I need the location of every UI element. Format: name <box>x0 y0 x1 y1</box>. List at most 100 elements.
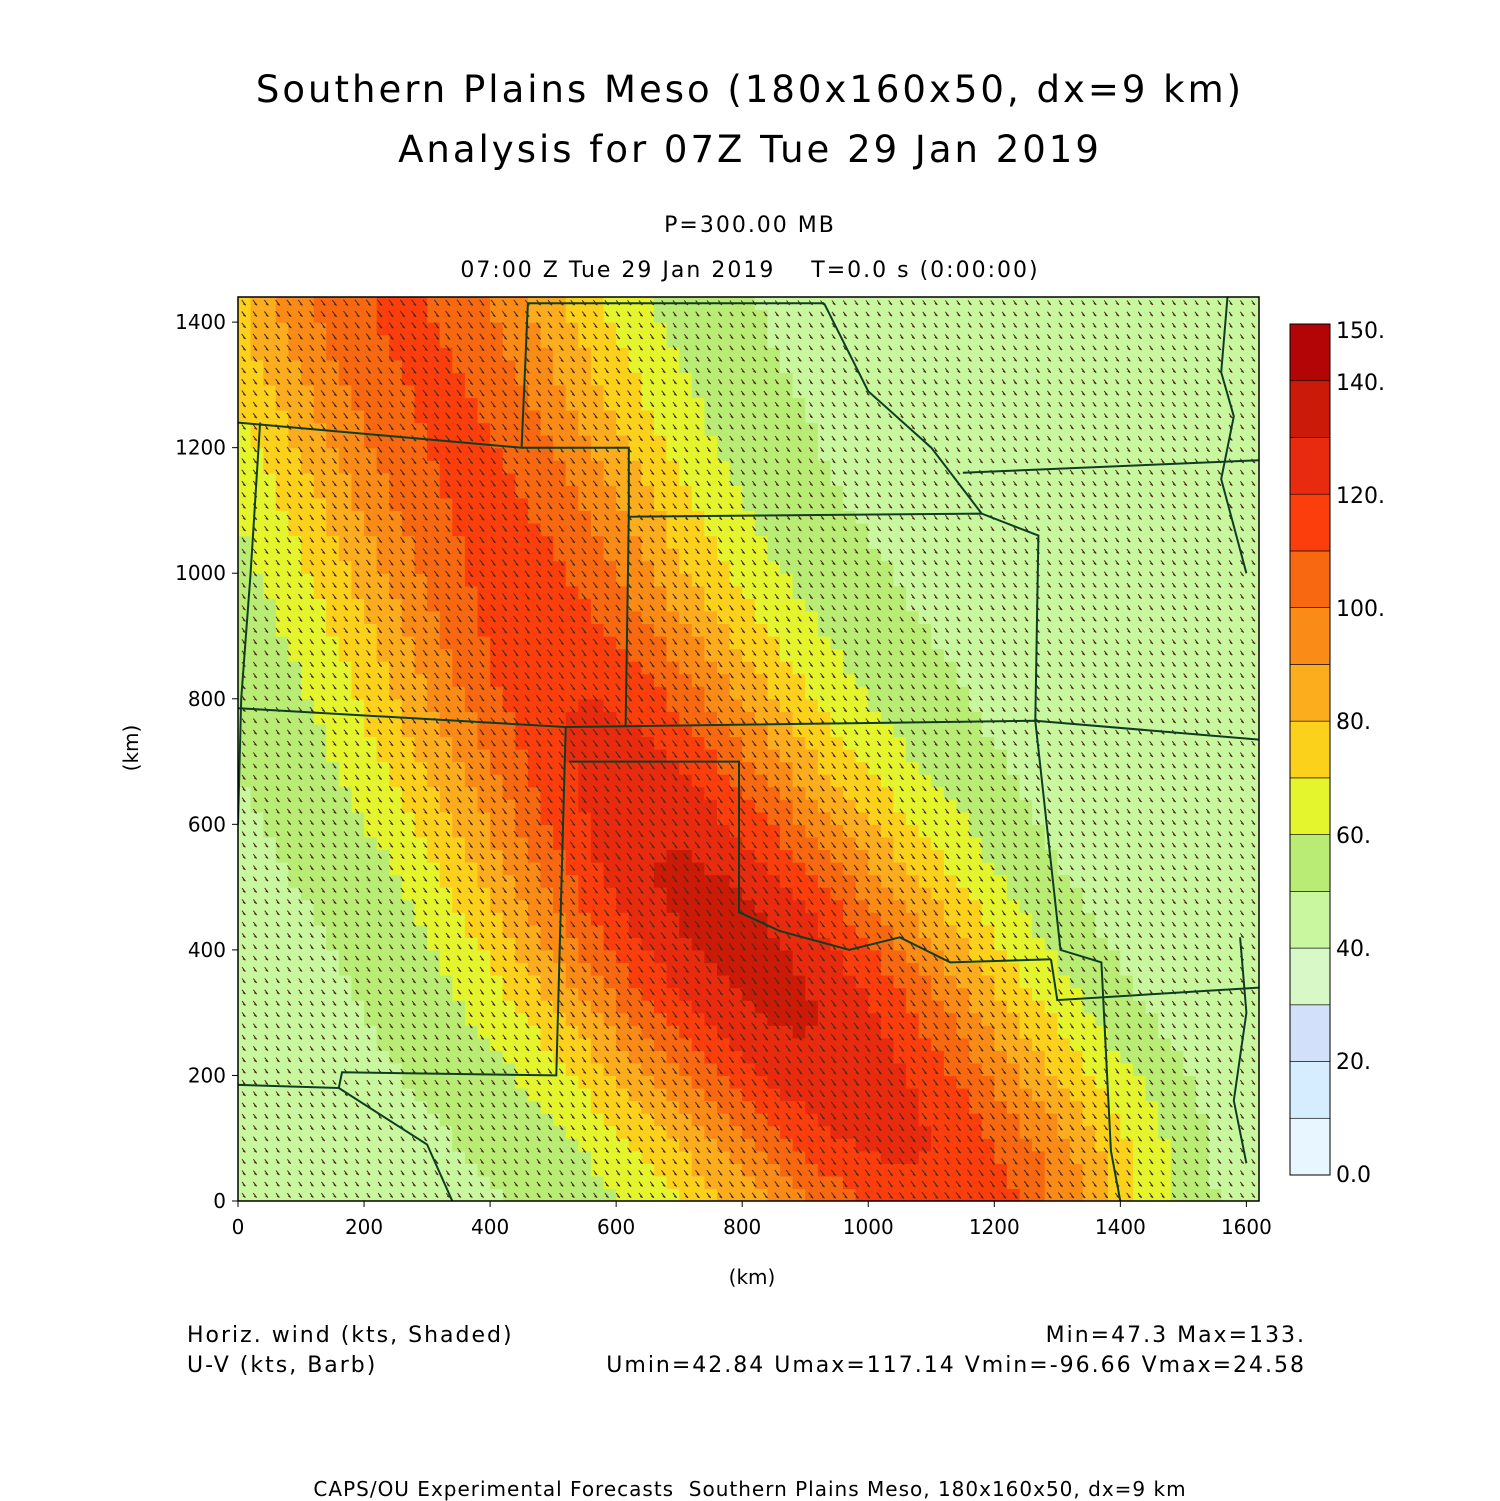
wind-barb <box>502 1023 507 1029</box>
wind-barb <box>298 763 303 769</box>
wind-barb <box>423 1113 428 1119</box>
wind-barb <box>377 1192 382 1198</box>
wind-barb <box>275 559 280 566</box>
wind-barb <box>286 672 292 679</box>
wind-barb <box>331 322 337 329</box>
wind-barb <box>468 1023 473 1029</box>
wind-barb <box>366 559 371 566</box>
wind-barb <box>252 887 258 893</box>
wind-barb <box>570 1056 575 1063</box>
wind-barb <box>581 311 587 317</box>
wind-barb <box>400 831 405 837</box>
wind-barb <box>264 808 269 814</box>
wind-barb <box>434 978 439 984</box>
wind-barb <box>525 1011 530 1018</box>
wind-barb <box>332 819 337 826</box>
wind-barb <box>547 773 553 781</box>
wind-barb <box>365 322 372 329</box>
wind-barb <box>490 389 496 397</box>
wind-barb <box>513 536 519 544</box>
wind-barb <box>320 457 326 464</box>
wind-barb <box>490 751 496 758</box>
wind-barb <box>354 344 360 352</box>
wind-barb <box>298 955 303 961</box>
wind-barb <box>264 774 269 780</box>
wind-barb <box>593 1113 598 1120</box>
wind-barb <box>411 299 417 306</box>
wind-barb <box>491 989 496 995</box>
wind-barb <box>445 774 451 781</box>
wind-barb <box>343 310 349 318</box>
wind-barb <box>354 593 360 600</box>
wind-barb <box>389 1057 394 1063</box>
wind-barb <box>354 514 360 521</box>
wind-barb <box>343 887 348 893</box>
wind-barb <box>411 978 416 984</box>
wind-barb <box>355 1158 360 1165</box>
wind-barb <box>502 796 508 804</box>
wind-barb <box>502 921 507 928</box>
wind-barb <box>445 491 451 499</box>
wind-barb <box>581 559 587 566</box>
wind-barb <box>309 559 315 566</box>
wind-barb <box>320 491 326 498</box>
wind-barb <box>264 1045 269 1052</box>
wind-barb <box>343 593 349 600</box>
wind-barb <box>264 571 269 577</box>
wind-barb <box>570 491 576 498</box>
wind-barb <box>286 684 292 690</box>
wind-barb <box>343 638 349 645</box>
wind-barb <box>309 1147 314 1153</box>
wind-barb <box>309 650 314 656</box>
wind-barb <box>264 1091 269 1097</box>
wind-barb <box>286 763 292 769</box>
wind-barb <box>366 514 371 521</box>
wind-barb <box>467 615 474 623</box>
wind-barb <box>275 1102 280 1108</box>
wind-barb <box>400 740 405 747</box>
wind-barb <box>422 491 428 499</box>
wind-barb <box>400 1057 405 1063</box>
wind-barb <box>581 1181 587 1187</box>
wind-barb <box>592 570 598 578</box>
wind-barb <box>457 1045 462 1052</box>
wind-barb <box>275 299 281 306</box>
wind-barb <box>411 423 417 431</box>
wind-barb <box>581 525 587 532</box>
wind-barb <box>343 537 349 543</box>
wind-barb <box>467 389 474 397</box>
wind-barb <box>524 932 530 939</box>
wind-barb <box>332 921 337 927</box>
wind-barb <box>569 751 576 759</box>
wind-barb <box>366 921 371 927</box>
wind-barb <box>400 616 405 623</box>
wind-barb <box>501 514 508 521</box>
wind-barb <box>501 536 508 544</box>
wind-barb <box>422 355 428 363</box>
wind-barb <box>343 582 349 589</box>
wind-barb <box>603 819 610 826</box>
wind-barb <box>321 1113 326 1119</box>
wind-barb <box>615 1158 621 1165</box>
wind-barb <box>331 310 337 318</box>
wind-barb <box>479 446 485 453</box>
wind-barb <box>467 604 474 612</box>
wind-barb <box>524 898 530 905</box>
wind-barb <box>366 718 371 724</box>
wind-barb <box>343 469 349 476</box>
wind-barb <box>524 762 530 770</box>
wind-barb <box>264 932 269 939</box>
wind-barb <box>309 1170 314 1176</box>
wind-barb <box>400 774 405 781</box>
wind-barb <box>456 570 462 578</box>
wind-barb <box>275 865 280 871</box>
wind-barb <box>490 694 496 702</box>
wind-barb <box>457 1011 462 1018</box>
wind-barb <box>264 695 269 701</box>
wind-barb <box>389 989 394 995</box>
wind-barb <box>604 672 610 679</box>
wind-barb <box>604 943 610 951</box>
wind-barb <box>468 1045 473 1052</box>
wind-barb <box>298 819 303 826</box>
wind-barb <box>513 966 519 973</box>
